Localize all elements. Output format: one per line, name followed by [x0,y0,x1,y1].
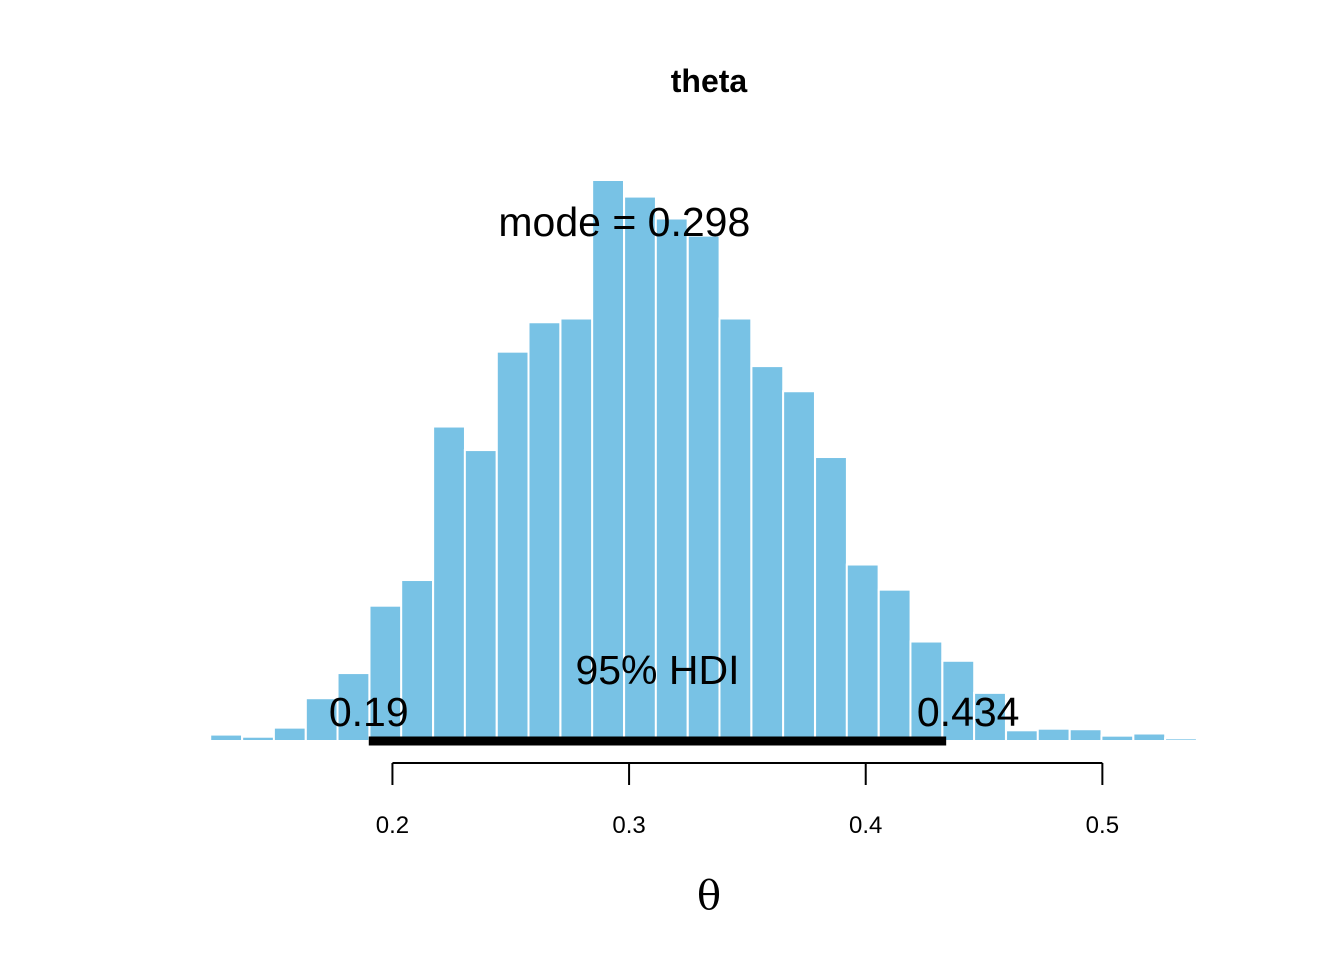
histogram-bar [782,390,816,742]
x-tick-label: 0.4 [849,812,882,839]
histogram-bar [623,195,657,742]
histogram-bar [527,321,562,742]
histogram-bar [495,350,530,742]
histogram-bar [941,659,976,743]
histogram-bar [1036,727,1071,742]
histogram-bars [209,179,1198,743]
hdi-lower-bound-label: 0.19 [329,689,409,735]
histogram-bar [209,733,244,742]
histogram-bar [814,456,848,742]
histogram-bar [845,563,880,742]
histogram-bar [686,234,721,742]
histogram-bar [1164,737,1198,743]
x-axis-label: θ [697,873,721,919]
histogram-bar [463,449,498,742]
histogram-bar [1132,732,1167,743]
histogram-bar [241,735,275,742]
histogram-bar [336,672,371,743]
histogram-bar [432,425,466,742]
hdi-annotation: 95% HDI [575,647,739,693]
histogram-bar [1068,728,1103,742]
x-tick-label: 0.2 [376,812,409,839]
histogram-bar [1100,734,1135,742]
hdi-upper-bound-label: 0.434 [917,689,1020,735]
histogram-bar [272,726,307,743]
chart-title: theta [671,63,748,99]
histogram-bar [973,691,1007,743]
x-tick-label: 0.5 [1086,812,1119,839]
histogram-bar [368,604,403,742]
histogram-bar [909,640,944,743]
histogram-bar [877,588,912,743]
histogram-bar [750,365,785,742]
x-axis: 0.2 0.3 0.4 0.5 [376,762,1119,839]
mode-annotation: mode = 0.298 [498,199,750,245]
histogram-bar [718,317,753,742]
x-tick-label: 0.3 [612,812,645,839]
